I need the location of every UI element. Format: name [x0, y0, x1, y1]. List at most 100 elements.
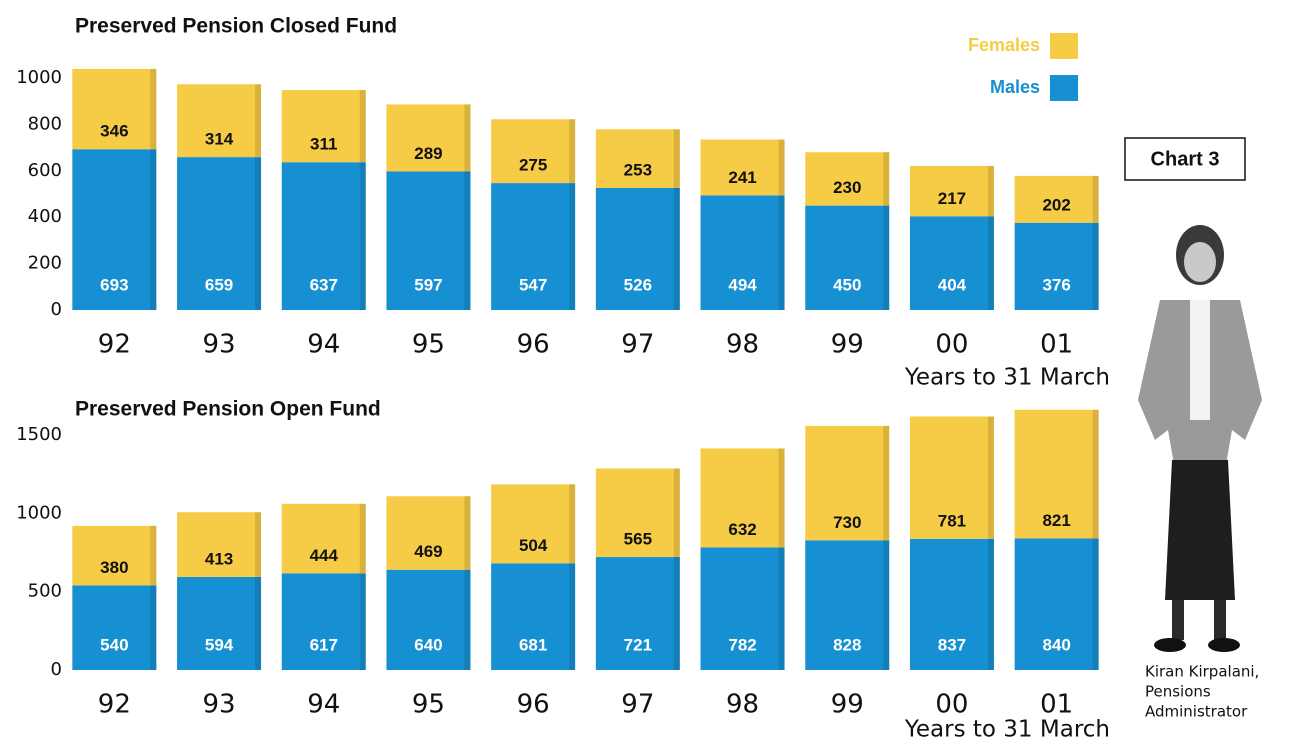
value-label: 230: [833, 178, 861, 197]
bar-shade: [1092, 538, 1099, 670]
bar-segment: [700, 139, 785, 196]
bar-shade: [150, 149, 157, 310]
bar-segment: [595, 129, 680, 188]
value-label: 253: [624, 160, 652, 179]
bar-segment: [177, 84, 262, 158]
value-label: 404: [938, 275, 967, 294]
bar-segment: [909, 165, 994, 217]
bar-shade: [150, 585, 157, 670]
y-tick-label: 1000: [16, 67, 62, 88]
bar-shade: [569, 119, 576, 184]
x-tick-label: 95: [412, 330, 445, 360]
bar-shade: [255, 576, 262, 670]
x-tick-label: 97: [621, 330, 654, 360]
value-label: 828: [833, 635, 861, 654]
bar-segment: [1014, 538, 1099, 670]
value-label: 637: [310, 275, 338, 294]
bar-shade: [150, 68, 157, 150]
caption: Kiran Kirpalani,: [1145, 663, 1259, 681]
bar-segment: [700, 547, 785, 670]
bar-segment: [177, 576, 262, 670]
x-tick-label: 92: [98, 330, 131, 360]
bar-shade: [1092, 175, 1099, 223]
x-tick-label: 00: [935, 690, 968, 720]
x-tick-label: 98: [726, 330, 759, 360]
chart-title: Preserved Pension Closed Fund: [75, 15, 397, 38]
value-label: 494: [728, 275, 757, 294]
value-label: 594: [205, 635, 234, 654]
bar-segment: [281, 90, 366, 163]
x-tick-label: 99: [831, 690, 864, 720]
label-box: [1124, 137, 1246, 181]
bar-segment: [595, 187, 680, 310]
bar-segment: [72, 525, 157, 586]
bar-shade: [359, 503, 366, 574]
legend-label: Females: [968, 35, 1040, 55]
value-label: 289: [414, 144, 442, 163]
value-label: 202: [1042, 195, 1070, 214]
value-label: 526: [624, 275, 652, 294]
value-label: 632: [728, 520, 756, 539]
bar-shade: [255, 157, 262, 310]
bar-shade: [464, 496, 471, 570]
bar-segment: [805, 425, 890, 541]
bar-segment: [491, 563, 576, 670]
value-label: 469: [414, 542, 442, 561]
value-label: 681: [519, 635, 547, 654]
bar-shade: [569, 563, 576, 670]
bar-shade: [987, 165, 994, 217]
bar-shade: [359, 90, 366, 163]
y-tick-label: 1500: [16, 424, 62, 445]
value-label: 413: [205, 549, 233, 568]
bar-segment: [700, 448, 785, 548]
value-label: 217: [938, 189, 966, 208]
bar-shade: [883, 152, 890, 206]
bar-shade: [464, 569, 471, 670]
value-label: 380: [100, 558, 128, 577]
y-tick-label: 1000: [16, 502, 62, 523]
bar-segment: [700, 195, 785, 310]
bar-shade: [359, 162, 366, 310]
x-tick-label: 96: [517, 330, 550, 360]
bar-shade: [673, 557, 680, 670]
x-tick-label: 98: [726, 690, 759, 720]
bar-segment: [177, 512, 262, 577]
y-tick-label: 800: [28, 113, 62, 134]
value-label: 659: [205, 275, 233, 294]
chart-label: Chart 3: [1151, 148, 1220, 170]
y-tick-label: 200: [28, 253, 62, 274]
bar-shade: [1092, 409, 1099, 539]
bar-shade: [255, 84, 262, 158]
caption: Administrator: [1145, 703, 1248, 721]
bar-segment: [386, 171, 471, 310]
bar-segment: [177, 157, 262, 310]
bar-shade: [883, 425, 890, 541]
value-label: 693: [100, 275, 128, 294]
value-label: 597: [414, 275, 442, 294]
bar-shade: [673, 187, 680, 310]
x-tick-label: 94: [307, 690, 340, 720]
value-label: 730: [833, 513, 861, 532]
bar-segment: [281, 573, 366, 670]
x-tick-label: 93: [203, 690, 236, 720]
x-tick-label: 95: [412, 690, 445, 720]
value-label: 617: [310, 635, 338, 654]
y-tick-label: 600: [28, 160, 62, 181]
legend-swatch: [1050, 75, 1078, 101]
value-label: 346: [100, 122, 128, 141]
value-label: 241: [728, 168, 756, 187]
y-tick-label: 0: [51, 659, 62, 680]
photo: [1138, 225, 1262, 652]
x-tick-label: 00: [935, 330, 968, 360]
x-tick-label: 99: [831, 330, 864, 360]
bar-shade: [987, 538, 994, 670]
x-tick-label: 97: [621, 690, 654, 720]
value-label: 311: [310, 135, 337, 154]
value-label: 721: [624, 635, 652, 654]
bar-segment: [1014, 409, 1099, 539]
bar-shade: [883, 205, 890, 310]
bar-segment: [491, 119, 576, 184]
legend-swatch: [1050, 33, 1078, 59]
bar-shade: [987, 216, 994, 310]
